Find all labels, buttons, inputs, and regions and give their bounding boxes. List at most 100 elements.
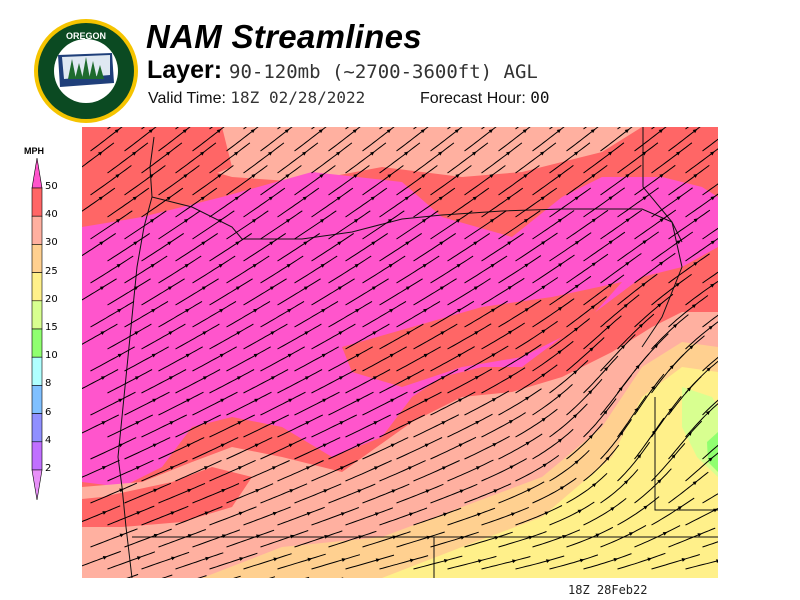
streamline-arrowhead-icon — [603, 409, 608, 415]
layer-label: Layer: — [147, 56, 223, 84]
streamline — [192, 300, 237, 328]
streamline — [668, 253, 710, 284]
streamline — [447, 323, 492, 350]
streamline — [243, 414, 290, 438]
streamline — [294, 530, 343, 548]
streamline-arrowhead-icon — [216, 129, 222, 134]
streamline — [243, 460, 290, 482]
streamline — [532, 428, 574, 460]
streamline-arrowhead-icon — [286, 263, 292, 268]
oregon-department-of-forestry-logo: OREGON — [34, 19, 138, 123]
streamline — [175, 187, 218, 218]
streamline-arrowhead-icon — [186, 398, 191, 403]
streamline — [430, 210, 473, 240]
streamline-arrowhead-icon — [201, 286, 207, 291]
streamline — [634, 373, 665, 416]
streamline-arrowhead-icon — [288, 443, 294, 448]
timestamp-footer: 18Z 28Feb22 — [568, 583, 648, 597]
streamline — [651, 142, 693, 174]
streamline — [107, 505, 155, 526]
streamline — [668, 527, 716, 548]
streamline-arrowhead-icon — [668, 407, 673, 413]
streamline-arrowhead-icon — [336, 196, 342, 201]
streamline — [634, 209, 677, 240]
streamline-arrowhead-icon — [148, 129, 154, 134]
streamline-arrowhead-icon — [693, 173, 698, 178]
colorbar-bin — [31, 215, 43, 245]
colorbar-label: 8 — [45, 378, 52, 390]
streamline — [481, 367, 526, 394]
streamline — [464, 210, 507, 240]
streamline-arrowhead-icon — [708, 457, 713, 462]
streamline-arrowhead-icon — [339, 466, 345, 470]
streamline — [549, 449, 590, 482]
streamline-arrowhead-icon — [662, 532, 668, 536]
streamline — [464, 345, 509, 372]
streamline — [447, 459, 494, 482]
streamline — [702, 399, 718, 416]
streamline — [447, 368, 493, 394]
streamline-arrowhead-icon — [613, 557, 618, 562]
streamline — [481, 556, 531, 570]
streamline-arrowhead-icon — [119, 488, 124, 493]
streamline — [379, 507, 428, 526]
streamline — [126, 573, 139, 578]
streamline-arrowhead-icon — [271, 466, 277, 470]
streamline — [532, 127, 565, 152]
streamline-arrowhead-icon — [340, 512, 346, 516]
streamline — [413, 278, 457, 306]
streamline — [481, 232, 524, 262]
streamline — [617, 552, 666, 570]
streamline — [600, 294, 640, 328]
streamline — [311, 369, 357, 394]
streamline — [430, 483, 478, 504]
streamline — [158, 300, 203, 328]
streamline — [345, 460, 392, 482]
streamline — [702, 271, 718, 284]
streamline — [668, 295, 709, 328]
streamline — [685, 452, 718, 482]
streamline — [498, 255, 542, 284]
streamline — [175, 142, 217, 174]
streamline — [226, 127, 259, 152]
streamline — [600, 524, 647, 548]
streamline-arrowhead-icon — [541, 329, 546, 334]
streamline-arrowhead-icon — [202, 376, 208, 380]
streamline — [90, 482, 138, 504]
streamline-arrowhead-icon — [672, 323, 678, 329]
streamline — [498, 210, 541, 240]
streamline — [532, 340, 574, 372]
streamline-arrowhead-icon — [404, 196, 410, 201]
streamline — [430, 127, 463, 152]
streamline-arrowhead-icon — [657, 479, 662, 484]
streamline — [396, 210, 439, 240]
streamline — [107, 414, 154, 438]
streamline-arrowhead-icon — [200, 151, 205, 156]
streamline-arrowhead-icon — [628, 532, 634, 536]
streamline-arrowhead-icon — [692, 129, 698, 134]
streamline-arrowhead-icon — [618, 386, 623, 392]
streamline-arrowhead-icon — [101, 421, 106, 425]
streamline — [328, 530, 377, 548]
streamline-arrowhead-icon — [284, 129, 290, 134]
streamline — [396, 437, 443, 460]
streamline — [651, 395, 682, 438]
streamline — [158, 255, 202, 284]
state-borders — [117, 127, 718, 578]
streamline-arrowhead-icon — [337, 286, 343, 291]
streamline-arrowhead-icon — [253, 353, 259, 358]
streamline-arrowhead-icon — [406, 376, 412, 380]
streamline — [243, 323, 288, 350]
streamline — [82, 414, 120, 434]
streamline-arrowhead-icon — [187, 534, 193, 538]
streamline — [90, 346, 135, 372]
streamline — [82, 550, 121, 567]
streamline — [175, 459, 222, 482]
streamline-arrowhead-icon — [490, 263, 495, 268]
streamline — [107, 459, 154, 482]
colorbar-bin — [31, 272, 43, 302]
streamline — [549, 501, 595, 526]
streamline-arrowhead-icon — [491, 398, 497, 402]
streamline — [566, 209, 609, 240]
streamline-arrowhead-icon — [508, 375, 513, 379]
